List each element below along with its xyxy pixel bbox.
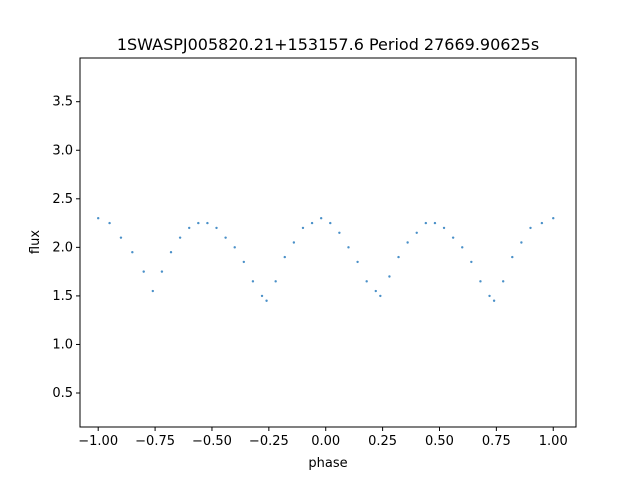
data-point (119, 236, 123, 239)
x-axis: −1.00 −0.75 −0.50 −0.25 0.00 0.25 0.50 0.75 1.00 (78, 427, 568, 449)
data-point (283, 255, 286, 259)
y-tick-label: 3.5 (52, 95, 73, 110)
data-point (433, 221, 437, 225)
data-point (215, 226, 218, 230)
data-point (292, 241, 296, 244)
x-tick-label: 0.00 (311, 434, 340, 449)
data-point (151, 289, 155, 293)
data-point (224, 236, 227, 239)
data-point (338, 231, 341, 234)
data-point (301, 226, 305, 230)
x-tick-label: −0.25 (249, 434, 289, 449)
data-point (97, 217, 100, 220)
y-axis: 0.5 1.0 1.5 2.0 2.5 3.0 3.5 (52, 95, 80, 401)
x-tick-label: −0.75 (135, 434, 175, 449)
data-point (274, 280, 277, 283)
data-point (347, 246, 350, 249)
data-point (501, 280, 505, 283)
data-point (197, 221, 200, 225)
scatter-points (97, 217, 555, 302)
data-point (461, 246, 464, 249)
data-point (442, 226, 446, 230)
data-point (451, 236, 455, 239)
data-point (520, 241, 523, 244)
data-point (388, 275, 391, 278)
data-point (374, 289, 377, 293)
x-axis-label: phase (308, 456, 347, 471)
x-tick-label: −1.00 (78, 434, 118, 449)
data-point (251, 280, 255, 283)
y-axis-label: flux (28, 230, 43, 254)
data-point (379, 294, 382, 298)
data-point (260, 294, 264, 298)
data-point (160, 270, 164, 273)
data-point (188, 226, 191, 230)
plot-frame (79, 57, 577, 428)
x-tick-label: −0.50 (192, 434, 232, 449)
data-point (492, 299, 496, 302)
data-point (131, 251, 134, 254)
data-point (178, 236, 182, 239)
data-point (540, 221, 544, 225)
data-point (397, 255, 400, 259)
data-point (488, 294, 491, 298)
data-point (169, 251, 173, 254)
data-point (319, 217, 323, 220)
data-point (511, 255, 514, 259)
data-point (529, 226, 532, 230)
data-point (415, 231, 418, 234)
data-point (233, 246, 236, 249)
x-tick-label: 0.25 (368, 434, 397, 449)
data-point (552, 217, 555, 220)
data-point (310, 221, 314, 225)
data-point (329, 221, 332, 225)
data-point (365, 280, 368, 283)
y-tick-label: 1.0 (52, 337, 73, 352)
y-tick-label: 3.0 (52, 143, 73, 158)
data-point (206, 221, 209, 225)
chart-title: 1SWASPJ005820.21+153157.6 Period 27669.9… (117, 35, 539, 54)
y-tick-label: 1.5 (52, 289, 73, 304)
data-point (356, 260, 359, 264)
data-point (479, 280, 482, 283)
x-tick-label: 1.00 (539, 434, 568, 449)
data-point (406, 241, 409, 244)
x-tick-label: 0.50 (425, 434, 454, 449)
data-point (142, 270, 145, 273)
y-tick-label: 2.5 (52, 192, 73, 207)
x-tick-label: 0.75 (482, 434, 511, 449)
data-point (108, 221, 111, 225)
y-tick-label: 0.5 (52, 386, 73, 401)
y-tick-label: 2.0 (52, 240, 73, 255)
data-point (242, 260, 246, 264)
data-point (265, 299, 268, 302)
data-point (424, 221, 428, 225)
data-point (470, 260, 473, 264)
